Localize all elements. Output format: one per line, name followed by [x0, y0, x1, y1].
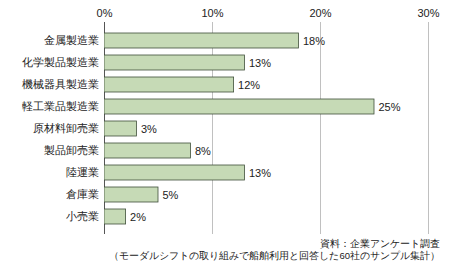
html-text:（モーダルシフトの取り組みで船舶利用と回答した60社のサンプ: （モーダルシフトの取り組みで船舶利用と回答した60社のサンプル集計）	[109, 250, 440, 261]
html-text:資料：企業アンケート調査: 資料：企業アンケート調査	[320, 238, 440, 249]
svg-text:軽工業品製造業: 軽工業品製造業	[22, 100, 99, 112]
svg-text:12%: 12%	[238, 79, 260, 91]
svg-text:10%: 10%	[201, 7, 223, 19]
svg-text:小売業: 小売業	[66, 210, 99, 222]
svg-text:8%: 8%	[195, 145, 211, 157]
svg-text:18%: 18%	[303, 35, 325, 47]
svg-text:13%: 13%	[249, 167, 271, 179]
svg-text:25%: 25%	[379, 101, 401, 113]
svg-text:倉庫業: 倉庫業	[66, 188, 99, 200]
svg-text:3%: 3%	[141, 123, 157, 135]
svg-text:機械器具製造業: 機械器具製造業	[22, 78, 99, 90]
svg-text:原材料卸売業: 原材料卸売業	[33, 122, 99, 134]
svg-text:2%: 2%	[130, 211, 146, 223]
svg-text:13%: 13%	[249, 57, 271, 69]
svg-text:化学製品製造業: 化学製品製造業	[22, 56, 99, 68]
svg-text:0%: 0%	[97, 7, 113, 19]
svg-text:金属製造業: 金属製造業	[44, 34, 99, 46]
svg-text:製品卸売業: 製品卸売業	[44, 144, 99, 156]
svg-text:30%: 30%	[417, 7, 439, 19]
svg-text:20%: 20%	[309, 7, 331, 19]
svg-text:陸運業: 陸運業	[66, 166, 99, 178]
svg-text:5%: 5%	[163, 189, 179, 201]
